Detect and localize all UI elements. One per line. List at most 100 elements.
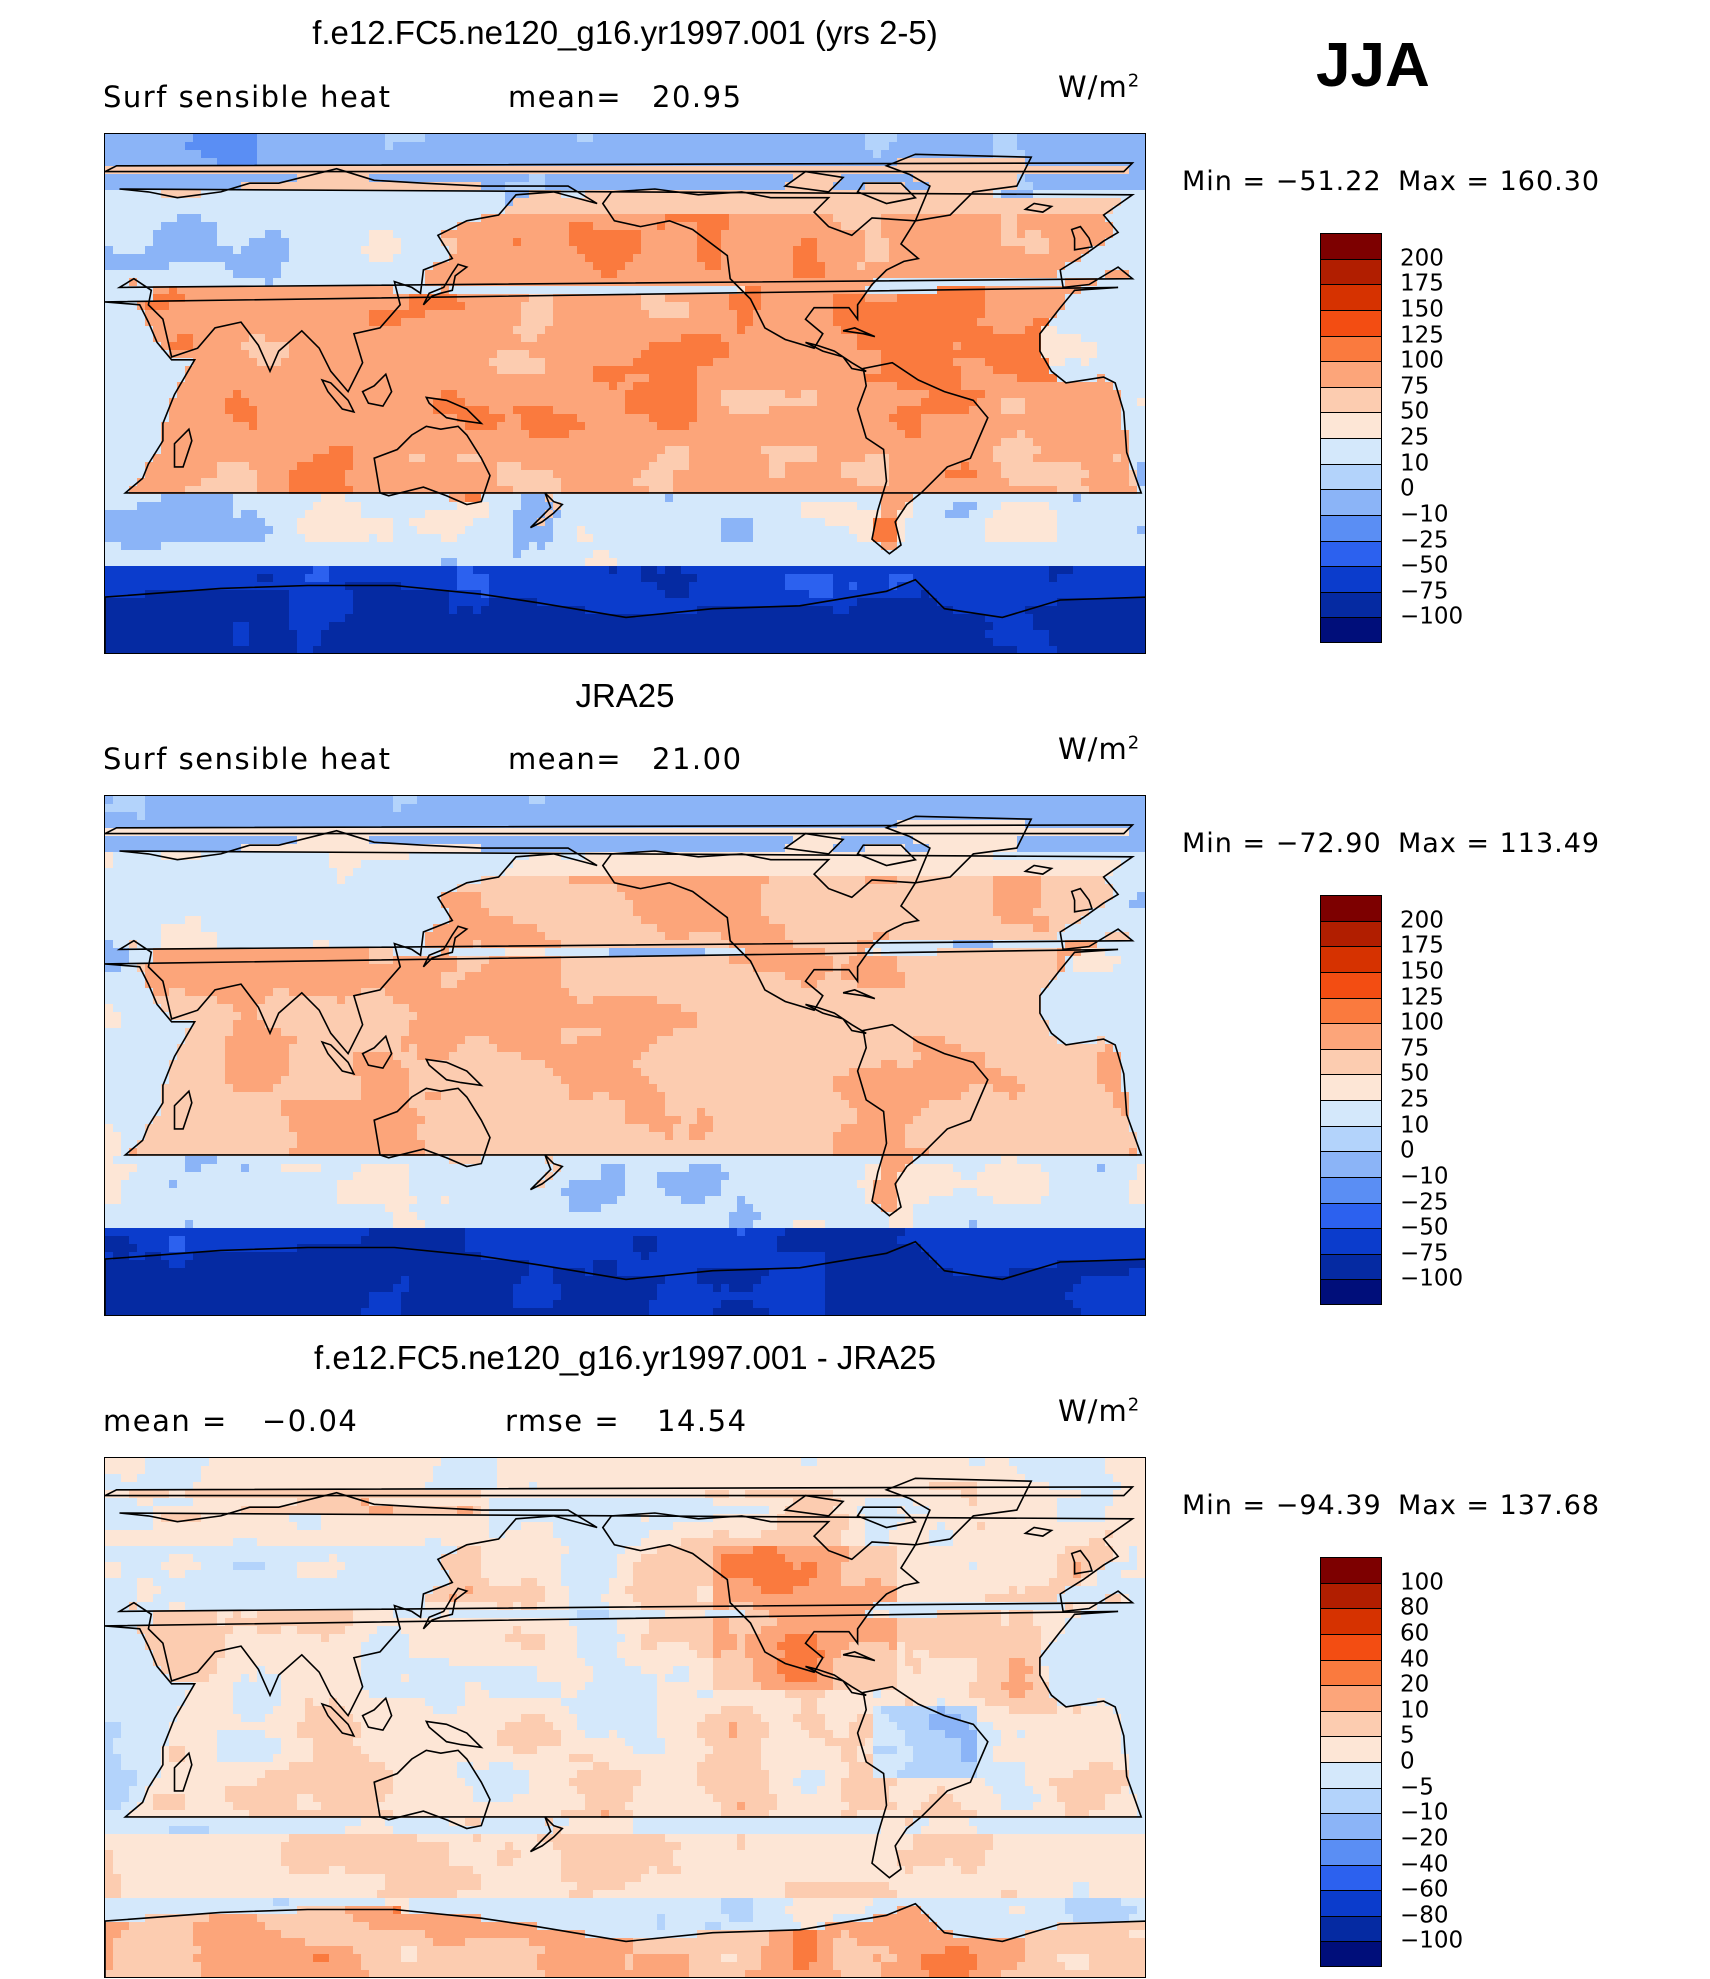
field-cell	[969, 398, 978, 407]
field-cell	[497, 366, 506, 375]
field-cell	[337, 142, 346, 151]
field-cell	[1129, 310, 1138, 319]
field-cell	[1025, 182, 1034, 191]
field-cell	[169, 142, 178, 151]
field-cell	[897, 310, 906, 319]
field-cell	[273, 142, 282, 151]
field-cell	[169, 166, 178, 175]
field-cell	[1121, 318, 1130, 327]
field-cell	[1041, 174, 1050, 183]
field-cell	[217, 422, 226, 431]
field-cell	[945, 382, 954, 391]
field-cell	[897, 270, 906, 279]
field-cell	[1057, 326, 1066, 335]
field-cell	[241, 254, 250, 263]
field-cell	[689, 422, 698, 431]
field-cell	[441, 278, 450, 287]
field-cell	[337, 286, 346, 295]
field-cell	[369, 334, 378, 343]
field-cell	[641, 350, 650, 359]
field-cell	[641, 430, 650, 439]
field-cell	[953, 366, 962, 375]
field-cell	[801, 430, 810, 439]
field-cell	[1033, 366, 1042, 375]
field-cell	[897, 326, 906, 335]
field-cell	[721, 326, 730, 335]
field-cell	[521, 358, 530, 367]
field-cell	[577, 262, 586, 271]
field-cell	[769, 206, 778, 215]
field-cell	[177, 294, 186, 303]
field-cell	[793, 294, 802, 303]
field-cell	[929, 182, 938, 191]
field-cell	[385, 398, 394, 407]
field-cell	[745, 198, 754, 207]
field-cell	[937, 430, 946, 439]
field-cell	[521, 238, 530, 247]
field-cell	[697, 182, 706, 191]
field-cell	[881, 230, 890, 239]
field-cell	[449, 286, 458, 295]
field-cell	[537, 430, 546, 439]
field-cell	[497, 302, 506, 311]
field-cell	[433, 318, 442, 327]
field-cell	[761, 414, 770, 423]
field-cell	[609, 286, 618, 295]
field-cell	[1033, 430, 1042, 439]
field-cell	[201, 318, 210, 327]
field-cell	[1137, 150, 1145, 159]
field-cell	[353, 382, 362, 391]
field-cell	[625, 406, 634, 415]
field-cell	[745, 254, 754, 263]
field-cell	[1033, 182, 1042, 191]
field-cell	[313, 390, 322, 399]
field-cell	[857, 262, 866, 271]
field-cell	[737, 414, 746, 423]
field-cell	[593, 390, 602, 399]
field-cell	[681, 142, 690, 151]
field-cell	[361, 270, 370, 279]
field-cell	[937, 222, 946, 231]
field-cell	[481, 246, 490, 255]
field-cell	[417, 254, 426, 263]
field-cell	[377, 270, 386, 279]
field-cell	[985, 174, 994, 183]
field-cell	[905, 238, 914, 247]
field-cell	[1113, 222, 1122, 231]
field-cell	[1129, 150, 1138, 159]
field-cell	[985, 422, 994, 431]
field-cell	[1001, 238, 1010, 247]
field-cell	[1073, 222, 1082, 231]
field-cell	[329, 174, 338, 183]
field-cell	[113, 206, 122, 215]
field-cell	[953, 150, 962, 159]
field-cell	[305, 310, 314, 319]
field-cell	[345, 310, 354, 319]
field-cell	[361, 262, 370, 271]
field-cell	[361, 198, 370, 207]
field-cell	[129, 406, 138, 415]
field-cell	[209, 302, 218, 311]
field-cell	[1065, 206, 1074, 215]
field-cell	[401, 318, 410, 327]
field-cell	[833, 366, 842, 375]
field-cell	[569, 222, 578, 231]
field-cell	[121, 406, 130, 415]
field-cell	[489, 382, 498, 391]
field-cell	[249, 430, 258, 439]
field-cell	[577, 278, 586, 287]
field-cell	[1017, 406, 1026, 415]
field-cell	[945, 238, 954, 247]
field-cell	[161, 430, 170, 439]
field-cell	[113, 414, 122, 423]
field-cell	[297, 350, 306, 359]
field-cell	[953, 406, 962, 415]
field-cell	[145, 198, 154, 207]
field-cell	[937, 414, 946, 423]
field-cell	[353, 286, 362, 295]
field-cell	[337, 246, 346, 255]
field-cell	[577, 254, 586, 263]
field-cell	[697, 134, 706, 143]
field-cell	[449, 254, 458, 263]
field-cell	[593, 238, 602, 247]
